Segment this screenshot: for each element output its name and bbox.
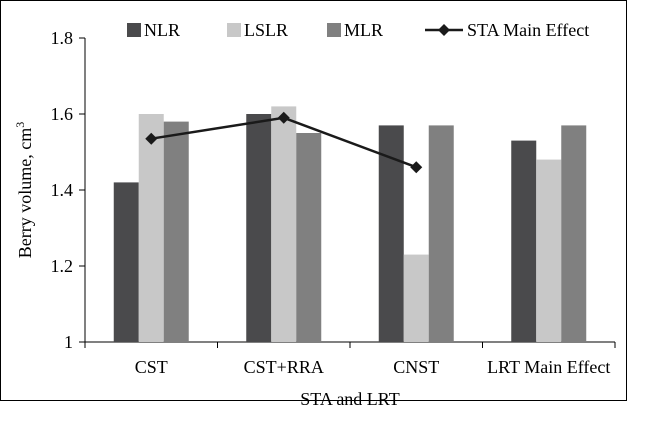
x-axis-title: STA and LRT: [300, 389, 399, 409]
y-axis-ticks: 1 1.2 1.4 1.6 1.8: [51, 28, 85, 352]
bar-lslr-2: [403, 254, 429, 342]
sta-main-effect-marker-1: [277, 111, 290, 124]
legend-label-lslr: LSLR: [244, 20, 288, 40]
legend-label-sta-main-effect: STA Main Effect: [467, 20, 589, 40]
x-axis-ticks: CST CST+RRA CNST LRT Main Effect: [84, 342, 616, 377]
legend: NLR LSLR MLR STA Main Effect: [127, 20, 589, 40]
legend-diamond-icon: [438, 24, 450, 36]
legend-label-nlr: NLR: [144, 20, 180, 40]
bar-lslr-1: [271, 106, 297, 343]
bar-nlr-0: [113, 182, 139, 342]
bar-nlr-1: [246, 114, 272, 342]
x-tick-label: CNST: [393, 357, 439, 377]
x-tick-label: CST: [135, 357, 168, 377]
legend-swatch-lslr: [227, 23, 241, 37]
sta-main-effect-marker-0: [145, 132, 158, 145]
main-effect-line: [145, 111, 423, 174]
bar-mlr-2: [428, 125, 454, 343]
sta-main-effect-marker-2: [410, 161, 423, 174]
y-tick-label: 1.4: [51, 180, 74, 200]
x-tick-label: CST+RRA: [244, 357, 324, 377]
bar-mlr-3: [561, 125, 587, 343]
y-axis-title: Berry volume, cm3: [13, 122, 35, 258]
bar-lslr-0: [138, 114, 164, 342]
legend-swatch-mlr: [327, 23, 341, 37]
x-tick-label: LRT Main Effect: [487, 357, 610, 377]
y-tick-label: 1: [64, 332, 73, 352]
bar-mlr-0: [163, 121, 189, 342]
y-axis-title-superscript: 3: [13, 122, 27, 128]
bar-nlr-3: [511, 140, 537, 342]
legend-swatch-nlr: [127, 23, 141, 37]
bar-mlr-1: [296, 133, 322, 342]
y-tick-label: 1.6: [51, 104, 74, 124]
y-axis-title-text: Berry volume, cm: [15, 128, 35, 258]
legend-label-mlr: MLR: [344, 20, 383, 40]
y-tick-label: 1.8: [51, 28, 74, 48]
y-tick-label: 1.2: [51, 256, 74, 276]
bar-lslr-3: [536, 159, 562, 342]
bars: [113, 106, 587, 343]
